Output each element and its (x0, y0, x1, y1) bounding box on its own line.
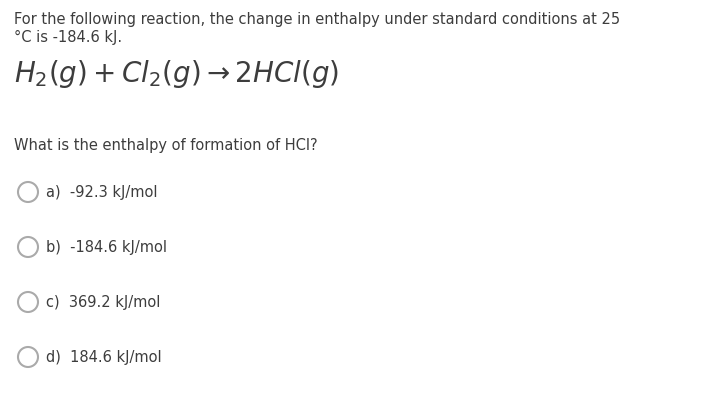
Text: What is the enthalpy of formation of HCl?: What is the enthalpy of formation of HCl… (14, 138, 318, 153)
Text: $H_2(g) + Cl_2(g) \rightarrow 2HCl(g)$: $H_2(g) + Cl_2(g) \rightarrow 2HCl(g)$ (14, 58, 339, 90)
Text: °C is -184.6 kJ.: °C is -184.6 kJ. (14, 30, 122, 45)
Text: a)  -92.3 kJ/mol: a) -92.3 kJ/mol (46, 185, 158, 200)
Text: For the following reaction, the change in enthalpy under standard conditions at : For the following reaction, the change i… (14, 12, 620, 27)
Text: b)  -184.6 kJ/mol: b) -184.6 kJ/mol (46, 240, 167, 255)
Text: d)  184.6 kJ/mol: d) 184.6 kJ/mol (46, 350, 161, 365)
Text: c)  369.2 kJ/mol: c) 369.2 kJ/mol (46, 295, 161, 310)
